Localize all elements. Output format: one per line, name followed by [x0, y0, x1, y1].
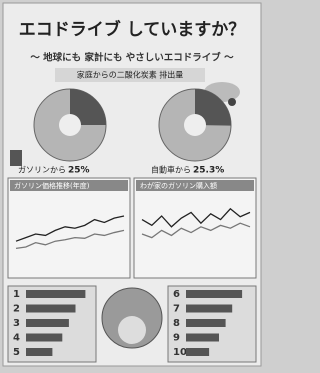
- pie-value-label: 25.3%: [193, 166, 224, 176]
- pie-caption: 自動車から: [151, 165, 191, 175]
- subtitle: 〜 地球にも 家計にも やさしいエコドライブ 〜: [30, 52, 234, 64]
- pie-value-label: 25%: [68, 166, 90, 176]
- section-title: 家庭からの二酸化炭素 排出量: [77, 70, 184, 80]
- rank-bar: [186, 305, 232, 313]
- pie-hole: [184, 114, 206, 136]
- badge-inner: [118, 316, 146, 344]
- chart-title: わが家のガソリン購入額: [140, 181, 217, 190]
- rank-number: 8: [173, 318, 180, 329]
- title: エコドライブ していますか？: [19, 19, 245, 40]
- rank-bar: [26, 305, 76, 313]
- chart-title: ガソリン価格推移(年度): [14, 181, 90, 190]
- rank-bar: [26, 348, 52, 356]
- pie-hole: [59, 114, 81, 136]
- chart-panel: [134, 178, 256, 278]
- rank-bar: [26, 334, 62, 342]
- pie-caption: ガソリンから: [18, 165, 66, 175]
- rank-number: 2: [13, 304, 20, 315]
- rank-bar: [186, 348, 209, 356]
- rank-number: 1: [13, 289, 20, 300]
- poster: エコドライブ していますか？ 〜 地球にも 家計にも やさしいエコドライブ 〜 …: [0, 0, 264, 369]
- rank-number: 10: [173, 347, 187, 358]
- rank-number: 9: [173, 333, 180, 344]
- page: エコドライブ していますか？ 〜 地球にも 家計にも やさしいエコドライブ 〜 …: [0, 0, 264, 369]
- rank-bar: [186, 290, 242, 298]
- rank-bar: [26, 319, 69, 327]
- rank-bar: [186, 334, 219, 342]
- rank-bar: [26, 290, 85, 298]
- rank-number: 6: [173, 289, 180, 300]
- rank-number: 4: [13, 333, 20, 344]
- fuel-icon: [10, 150, 22, 166]
- rank-number: 5: [13, 347, 20, 358]
- rank-number: 3: [13, 318, 20, 329]
- rank-bar: [186, 319, 226, 327]
- rank-number: 7: [173, 304, 180, 315]
